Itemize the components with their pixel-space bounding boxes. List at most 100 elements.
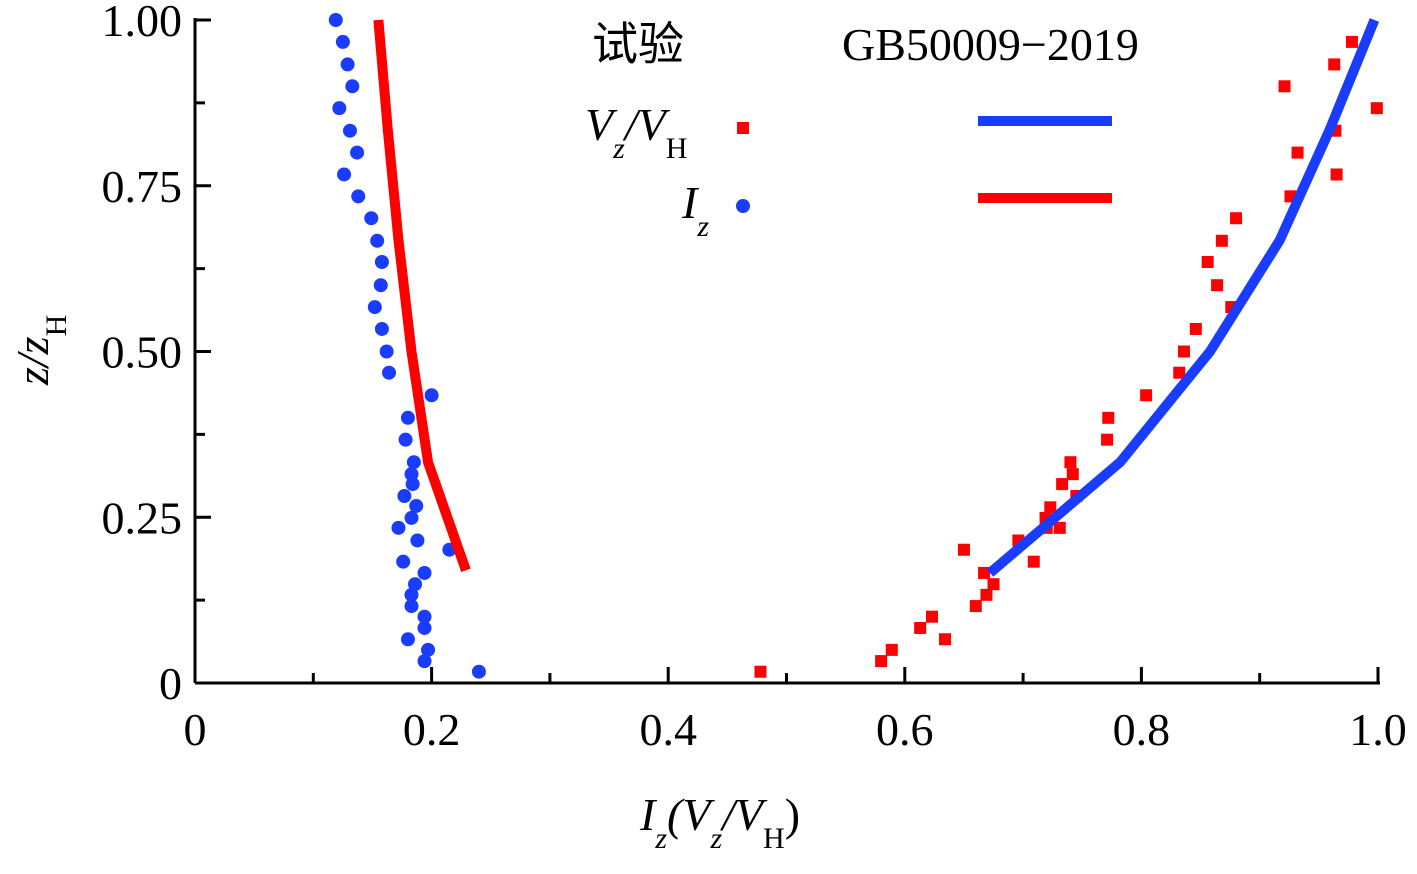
data-point-square xyxy=(1012,534,1025,547)
data-point-dot xyxy=(382,365,397,380)
data-point-dot xyxy=(374,321,389,336)
data-point-dot xyxy=(396,554,411,569)
legend-header-test: 试验 xyxy=(592,19,684,70)
data-point-square xyxy=(1345,35,1358,48)
data-point-dot xyxy=(410,533,425,548)
data-point-square xyxy=(978,566,991,579)
data-point-dot xyxy=(335,34,350,49)
data-point-dot xyxy=(400,632,415,647)
data-point-dot xyxy=(471,664,486,679)
data-point-dot xyxy=(408,577,423,592)
data-point-dot xyxy=(397,489,412,504)
data-point-dot xyxy=(406,455,421,470)
data-point-dot xyxy=(351,189,366,204)
y-tick-label: 0 xyxy=(159,658,182,709)
data-point-square xyxy=(1189,322,1202,335)
x-tick-label: 0.8 xyxy=(1113,704,1171,755)
data-point-square xyxy=(1066,468,1079,481)
y-tick-label: 0.50 xyxy=(102,327,183,378)
data-point-square xyxy=(980,588,993,601)
data-point-square xyxy=(1039,511,1052,524)
legend-blue-dot xyxy=(736,199,750,213)
data-point-square xyxy=(1173,366,1186,379)
data-point-dot xyxy=(400,410,415,425)
data-point-dot xyxy=(370,233,385,248)
data-point-square xyxy=(1291,146,1304,159)
data-point-dot xyxy=(409,498,424,513)
y-tick-label: 0.25 xyxy=(102,492,183,543)
x-axis-label: Iz(Vz/VH) xyxy=(639,789,800,855)
data-point-square xyxy=(1230,212,1243,225)
data-point-dot xyxy=(391,520,406,535)
data-point-square xyxy=(987,578,1000,591)
series-3 xyxy=(373,19,471,572)
data-point-square xyxy=(1140,389,1153,402)
y-axis-label: z/zH xyxy=(7,315,73,386)
legend: 试验 GB50009−2019 Vz/VH Iz xyxy=(585,19,1139,243)
data-point-square xyxy=(1056,478,1069,491)
data-point-dot xyxy=(417,565,432,580)
data-point-square xyxy=(1328,58,1341,71)
y-tick-label: 1.00 xyxy=(102,0,183,46)
data-point-dot xyxy=(421,642,436,657)
data-point-dot xyxy=(417,620,432,635)
data-point-dot xyxy=(417,654,432,669)
x-tick-label: 0.2 xyxy=(403,704,461,755)
legend-header-code: GB50009−2019 xyxy=(842,19,1139,70)
data-point-square xyxy=(1044,501,1057,514)
data-point-dot xyxy=(379,344,394,359)
data-point-square xyxy=(1177,345,1190,358)
series-0 xyxy=(754,35,1383,678)
x-tick-label: 0.4 xyxy=(639,704,697,755)
data-point-square xyxy=(1370,102,1383,115)
data-point-square xyxy=(969,600,982,613)
series-line xyxy=(986,18,1380,577)
data-point-dot xyxy=(350,145,365,160)
data-point-dot xyxy=(417,609,432,624)
data-point-dot xyxy=(404,510,419,525)
data-point-square xyxy=(939,633,952,646)
series-line xyxy=(373,19,471,572)
data-point-dot xyxy=(342,123,357,138)
data-point-square xyxy=(1278,80,1291,93)
data-point-dot xyxy=(345,79,360,94)
data-point-dot xyxy=(374,254,389,269)
data-point-square xyxy=(885,643,898,656)
x-tick-label: 0 xyxy=(184,704,207,755)
x-tick-label: 1.0 xyxy=(1349,704,1407,755)
data-point-square xyxy=(875,655,888,668)
data-point-square xyxy=(1064,456,1077,469)
legend-label-iz: Iz xyxy=(681,177,709,243)
data-point-dot xyxy=(364,211,379,226)
axes xyxy=(193,18,1380,685)
data-point-dot xyxy=(424,388,439,403)
data-point-dot xyxy=(367,300,382,315)
data-point-dot xyxy=(340,57,355,72)
data-point-square xyxy=(1330,168,1343,181)
data-point-square xyxy=(1102,411,1115,424)
data-point-square xyxy=(1211,279,1224,292)
data-point-dot xyxy=(373,278,388,293)
data-point-dot xyxy=(328,13,343,27)
legend-red-square xyxy=(737,122,749,134)
data-point-square xyxy=(1101,433,1114,446)
data-point-square xyxy=(754,665,767,678)
data-point-square xyxy=(926,610,939,623)
y-tick-label: 0.75 xyxy=(102,161,183,212)
data-point-dot xyxy=(405,477,420,492)
data-point-dot xyxy=(332,101,347,116)
legend-label-vz-vh: Vz/VH xyxy=(585,99,687,165)
series-2 xyxy=(986,18,1380,577)
data-point-square xyxy=(1027,555,1040,568)
data-point-square xyxy=(1053,521,1066,534)
data-point-square xyxy=(957,543,970,556)
data-point-square xyxy=(914,621,927,634)
x-tick-label: 0.6 xyxy=(876,704,934,755)
data-point-dot xyxy=(404,587,419,602)
data-point-dot xyxy=(337,167,352,182)
data-point-square xyxy=(1215,234,1228,247)
data-point-square xyxy=(1201,255,1214,268)
series-1 xyxy=(328,13,486,679)
data-point-dot xyxy=(404,599,419,614)
